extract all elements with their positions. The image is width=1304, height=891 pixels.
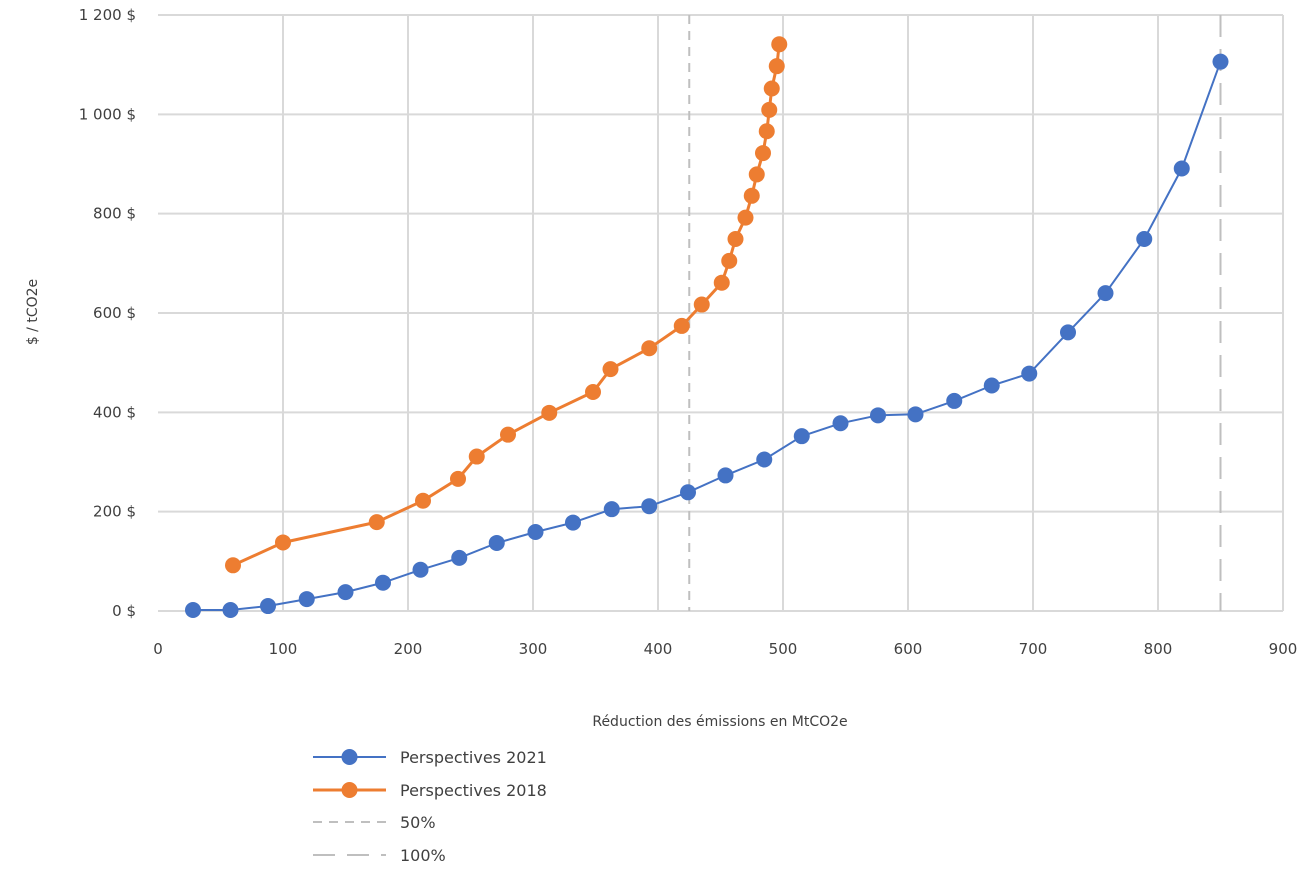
data-point xyxy=(527,524,544,541)
data-point xyxy=(717,467,734,484)
data-point xyxy=(468,448,485,465)
x-tick-label: 300 xyxy=(519,640,548,658)
data-point xyxy=(1136,230,1153,247)
data-point xyxy=(727,230,744,247)
data-point xyxy=(602,361,619,378)
x-tick-label: 600 xyxy=(894,640,923,658)
data-point xyxy=(1060,324,1076,341)
grid-layer xyxy=(158,14,1284,612)
y-tick-label: 600 $ xyxy=(93,304,136,322)
x-tick-label: 100 xyxy=(269,640,298,658)
legend-swatch-marker xyxy=(341,782,358,798)
data-point xyxy=(748,166,765,183)
data-point xyxy=(680,484,696,501)
data-point xyxy=(1021,365,1038,382)
data-point xyxy=(298,591,315,608)
data-point xyxy=(907,406,924,423)
data-point xyxy=(832,415,849,432)
y-tick-label: 200 $ xyxy=(93,503,136,521)
data-point xyxy=(1097,285,1114,302)
data-point xyxy=(737,209,754,226)
data-point xyxy=(793,428,810,445)
data-point xyxy=(721,252,738,269)
series-layer xyxy=(185,36,1229,619)
y-tick-label: 800 $ xyxy=(93,205,136,223)
x-tick-label: 400 xyxy=(644,640,673,658)
legend-label: Perspectives 2021 xyxy=(400,748,547,767)
data-point xyxy=(375,574,391,591)
data-point xyxy=(451,549,468,566)
x-tick-label: 0 xyxy=(153,640,163,658)
x-tick-label: 900 xyxy=(1269,640,1298,658)
legend: Perspectives 2021 Perspectives 2018 50% 100… xyxy=(313,748,547,865)
data-point xyxy=(761,101,778,118)
data-point xyxy=(771,36,788,53)
y-tick-label: 0 $ xyxy=(112,602,136,620)
data-point xyxy=(763,80,780,97)
y-tick-label: 1 200 $ xyxy=(79,6,136,24)
x-tick-label: 800 xyxy=(1144,640,1173,658)
data-point xyxy=(768,58,785,75)
data-point xyxy=(713,274,730,291)
data-point xyxy=(756,451,773,468)
series-line-1 xyxy=(193,61,1222,611)
data-point xyxy=(275,534,291,551)
data-point xyxy=(450,470,466,487)
data-point xyxy=(541,404,558,421)
tick-label-layer: 0 $ 200 $ 400 $ 600 $ 800 $ 1 000 $ 1 200 $ 0 10… xyxy=(79,6,1298,658)
y-tick-label: 400 $ xyxy=(93,403,136,421)
data-point xyxy=(225,557,241,574)
data-point xyxy=(500,426,516,443)
data-point xyxy=(641,498,658,515)
legend-label: Perspectives 2018 xyxy=(400,781,547,800)
data-point xyxy=(565,514,581,531)
x-tick-label: 500 xyxy=(769,640,798,658)
data-point xyxy=(488,534,505,551)
data-point xyxy=(368,514,385,531)
data-point xyxy=(743,187,760,204)
x-tick-label: 200 xyxy=(394,640,423,658)
data-point xyxy=(693,296,710,313)
data-point xyxy=(337,584,354,601)
data-point xyxy=(412,561,429,578)
data-point xyxy=(983,377,1000,394)
data-point xyxy=(603,501,620,518)
data-point xyxy=(585,383,601,400)
data-point xyxy=(1212,53,1229,70)
legend-label: 100% xyxy=(400,846,446,865)
data-point xyxy=(260,598,276,615)
y-tick-label: 1 000 $ xyxy=(79,105,136,123)
legend-swatch-marker xyxy=(341,749,358,765)
data-point xyxy=(641,340,658,357)
x-axis-title: Réduction des émissions en MtCO2e xyxy=(592,714,847,730)
data-point xyxy=(755,145,771,162)
data-point xyxy=(758,123,775,140)
y-axis-title: $ / tCO2e xyxy=(25,279,41,345)
data-point xyxy=(870,407,886,424)
data-point xyxy=(946,392,963,409)
x-tick-label: 700 xyxy=(1019,640,1048,658)
data-point xyxy=(673,317,690,334)
data-point xyxy=(185,602,201,619)
data-point xyxy=(222,602,239,619)
data-point xyxy=(415,492,431,509)
legend-label: 50% xyxy=(400,813,436,832)
data-point xyxy=(1173,160,1190,177)
reference-line-layer xyxy=(688,15,1222,611)
